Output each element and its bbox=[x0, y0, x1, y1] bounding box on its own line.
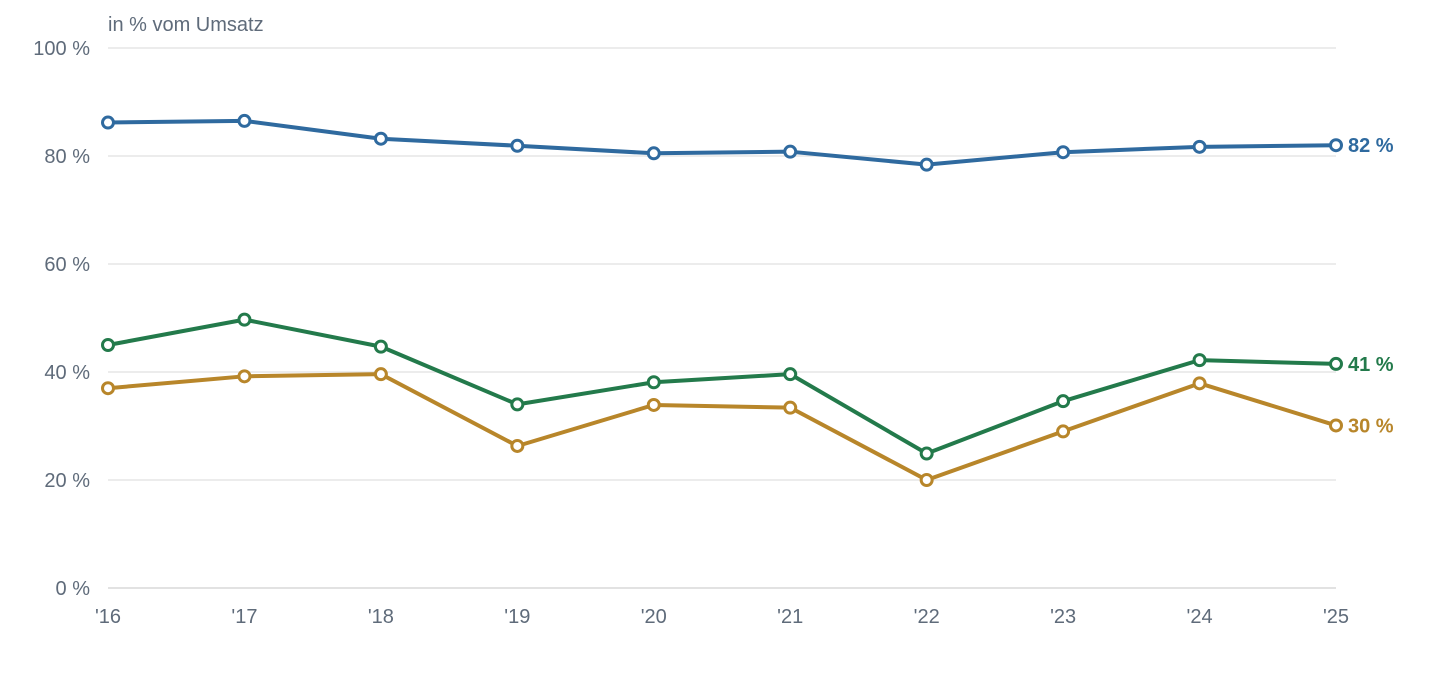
series-line-1 bbox=[106, 118, 1338, 167]
series-1-point bbox=[101, 115, 115, 130]
series-line-2 bbox=[106, 317, 1338, 456]
x-tick-label: '24 bbox=[1187, 606, 1213, 628]
series-2-point bbox=[1192, 353, 1207, 368]
series-end-labels: 82 % 41 % 30 % bbox=[1348, 135, 1394, 437]
y-tick-label: 0 % bbox=[56, 578, 91, 600]
x-tick-label: '20 bbox=[641, 606, 667, 628]
y-axis-ticks: 0 % 20 % 40 % 60 % 80 % 100 % bbox=[33, 38, 90, 600]
x-tick-label: '23 bbox=[1050, 606, 1076, 628]
series-3-point bbox=[1192, 376, 1207, 391]
x-tick-label: '19 bbox=[504, 606, 530, 628]
series-3-point bbox=[1329, 418, 1343, 433]
y-tick-label: 40 % bbox=[44, 362, 90, 384]
x-tick-label: '25 bbox=[1323, 606, 1349, 628]
x-tick-label: '16 bbox=[95, 606, 121, 628]
y-tick-label: 20 % bbox=[44, 470, 90, 492]
y-tick-label: 60 % bbox=[44, 254, 90, 276]
series-points bbox=[101, 113, 1343, 487]
series-3-point bbox=[783, 400, 798, 415]
x-tick-label: '22 bbox=[914, 606, 940, 628]
series-2-point bbox=[101, 338, 115, 352]
series-2-point bbox=[646, 375, 661, 390]
y-axis-unit-label: in % vom Umsatz bbox=[108, 14, 264, 36]
series-1-point bbox=[919, 157, 934, 172]
series-2-point bbox=[373, 339, 388, 354]
series-1-point bbox=[237, 113, 252, 128]
series-2-point bbox=[919, 446, 934, 461]
series-3-point bbox=[1056, 424, 1071, 439]
series-3-point bbox=[101, 381, 115, 396]
series-2-point bbox=[1329, 356, 1343, 371]
series-line-3 bbox=[106, 372, 1338, 482]
series-1-point bbox=[1329, 138, 1343, 153]
series-3-point bbox=[510, 438, 525, 453]
series-3-point bbox=[646, 397, 661, 412]
series-3-point bbox=[373, 367, 388, 382]
series-lines bbox=[106, 118, 1338, 482]
series-2-point bbox=[1056, 394, 1071, 409]
series-3-point bbox=[237, 369, 252, 384]
grid-lines bbox=[108, 47, 1336, 589]
series-2-point bbox=[237, 312, 252, 327]
series-2-point bbox=[510, 397, 525, 412]
series-2-point bbox=[783, 367, 798, 382]
y-tick-label: 80 % bbox=[44, 146, 90, 168]
y-tick-label: 100 % bbox=[33, 38, 90, 60]
x-axis-ticks: '16 '17 '18 '19 '20 '21 '22 '23 '24 '25 bbox=[95, 606, 1349, 628]
series-1-point bbox=[373, 131, 388, 146]
series-1-point bbox=[783, 144, 798, 159]
series-1-point bbox=[1192, 139, 1207, 154]
series-1-point bbox=[1056, 145, 1071, 160]
series-2-end-label: 41 % bbox=[1348, 354, 1394, 376]
series-3-end-label: 30 % bbox=[1348, 415, 1394, 437]
series-3-point bbox=[919, 473, 934, 487]
series-1-point bbox=[646, 146, 661, 161]
x-tick-label: '18 bbox=[368, 606, 394, 628]
x-tick-label: '17 bbox=[231, 606, 257, 628]
series-1-end-label: 82 % bbox=[1348, 135, 1394, 157]
series-1-point bbox=[510, 138, 525, 153]
x-tick-label: '21 bbox=[777, 606, 803, 628]
